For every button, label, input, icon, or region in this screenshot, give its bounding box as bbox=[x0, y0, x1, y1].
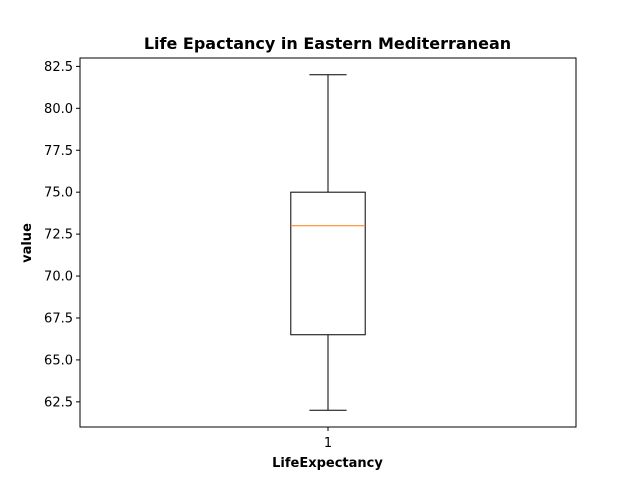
x-axis-label: LifeExpectancy bbox=[272, 456, 383, 471]
boxes-layer bbox=[290, 74, 366, 411]
plot-frame bbox=[79, 57, 577, 428]
y-tick-label: 72.5 bbox=[44, 228, 73, 243]
y-tick-label: 70.0 bbox=[44, 270, 73, 285]
y-axis-label: value bbox=[20, 223, 35, 263]
iqr-box bbox=[290, 191, 366, 336]
y-tick-label: 82.5 bbox=[44, 60, 73, 75]
y-tick-label: 80.0 bbox=[44, 102, 73, 117]
y-tick-label: 67.5 bbox=[44, 311, 73, 326]
y-tick-label: 75.0 bbox=[44, 186, 73, 201]
chart-title: Life Epactancy in Eastern Mediterranean bbox=[144, 34, 511, 53]
x-tick-label: 1 bbox=[324, 436, 332, 451]
y-tick-label: 65.0 bbox=[44, 353, 73, 368]
x-axis: 1 bbox=[324, 427, 332, 451]
y-tick-label: 62.5 bbox=[44, 395, 73, 410]
y-tick-label: 77.5 bbox=[44, 144, 73, 159]
y-axis: 62.5 65.0 67.5 70.0 72.5 75.0 77.5 80.0 82.5 bbox=[44, 60, 80, 410]
